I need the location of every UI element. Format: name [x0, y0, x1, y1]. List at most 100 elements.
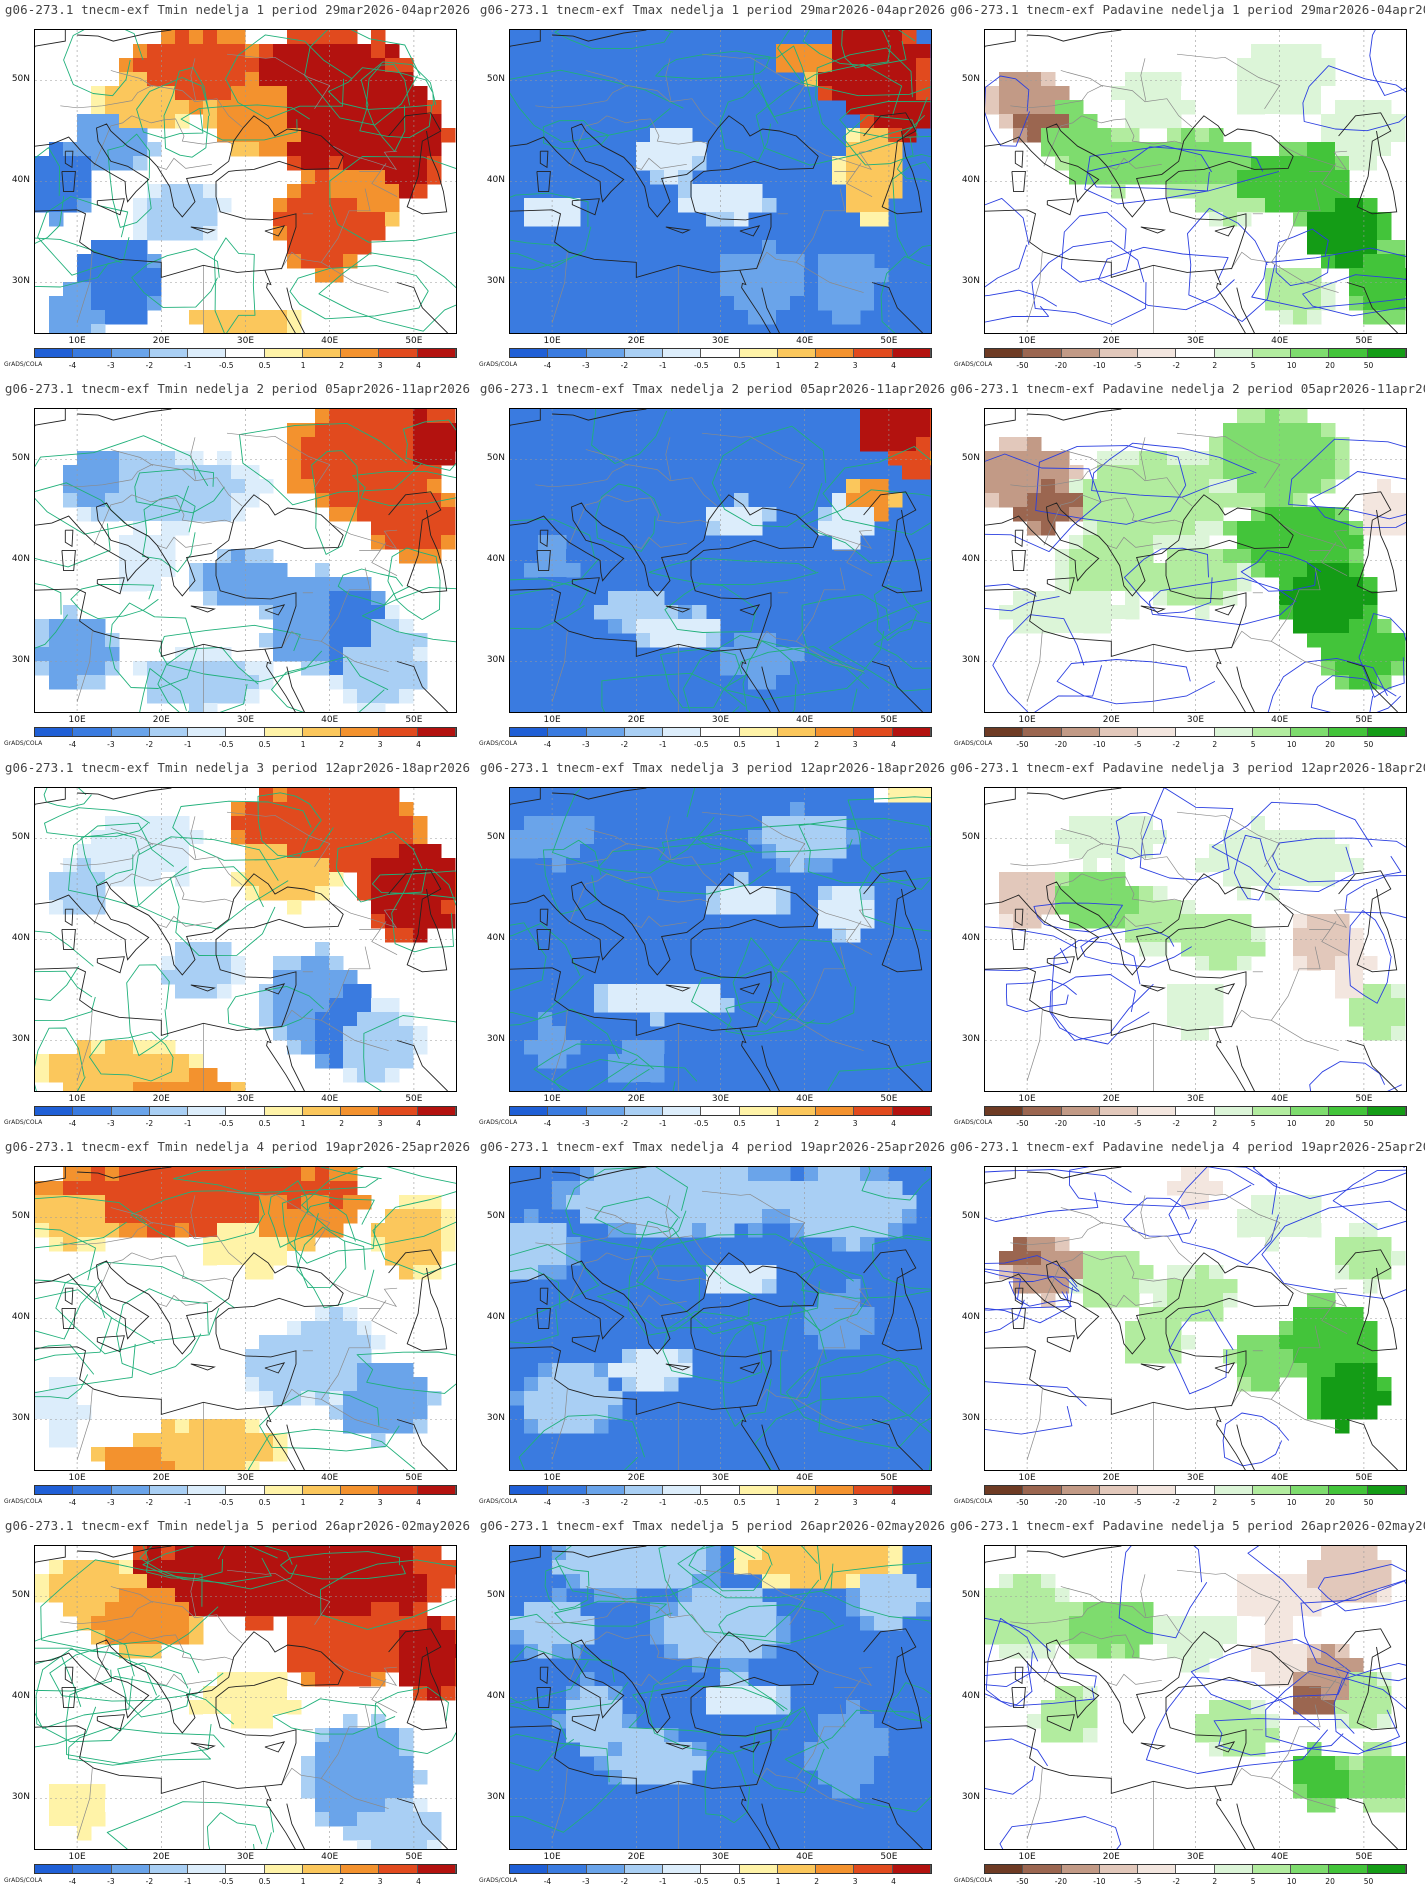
field-cell	[329, 1630, 344, 1645]
field-cell	[259, 675, 274, 690]
field-cell	[315, 30, 330, 45]
map-panel: g06-273.1 tnecm-exf Tmin nedelja 5 perio…	[0, 1516, 475, 1895]
field-cell	[203, 1686, 218, 1701]
colorbar-swatch	[188, 728, 227, 736]
field-cell	[413, 1237, 428, 1252]
field-cell	[329, 409, 344, 424]
field-cell	[1251, 465, 1266, 480]
field-cell	[357, 184, 372, 199]
field-cell	[1335, 1546, 1350, 1561]
field-cell	[1223, 872, 1238, 887]
field-cell	[315, 1167, 330, 1182]
field-cell	[1069, 886, 1084, 901]
field-cell	[273, 1602, 288, 1617]
colorbar-label: 4	[416, 1877, 421, 1886]
contour-line	[55, 1261, 236, 1355]
field-cell	[1293, 212, 1308, 227]
field-cell	[203, 1812, 218, 1827]
field-cell	[762, 886, 777, 901]
colorbar-label: -1	[184, 740, 192, 749]
contour-line	[847, 796, 931, 890]
field-cell	[133, 577, 148, 592]
field-cell	[1307, 549, 1322, 564]
field-cell	[1195, 1307, 1210, 1322]
field-cell	[287, 1167, 302, 1182]
field-cell	[734, 1546, 749, 1561]
field-cell	[357, 198, 372, 213]
latitude-label: 50N	[486, 452, 505, 463]
field-cell	[315, 788, 330, 803]
field-cell	[650, 1728, 665, 1743]
colorbar-swatch	[586, 1107, 625, 1115]
field-cell	[1349, 1377, 1364, 1392]
field-cell	[888, 451, 903, 466]
field-cell	[91, 72, 106, 87]
field-cell	[888, 114, 903, 129]
field-cell	[413, 844, 428, 859]
coastline	[1214, 983, 1236, 995]
contour-line	[248, 1428, 416, 1470]
field-cell	[329, 1574, 344, 1589]
field-cell	[790, 268, 805, 283]
field-cell	[77, 872, 92, 887]
field-cell	[231, 549, 246, 564]
country-border	[1081, 873, 1184, 903]
field-cell	[1293, 1574, 1308, 1589]
field-cell	[999, 114, 1014, 129]
field-cell	[552, 1223, 567, 1238]
field-cell	[371, 128, 386, 143]
field-cell	[329, 1405, 344, 1420]
country-border	[76, 1389, 93, 1461]
field-cell	[1363, 1335, 1378, 1350]
field-cell	[329, 1742, 344, 1757]
field-cell	[147, 142, 162, 157]
field-cell	[804, 1223, 819, 1238]
field-cell	[552, 1363, 567, 1378]
field-cell	[287, 1195, 302, 1210]
field-cell	[1377, 633, 1392, 648]
colorbar-swatch	[226, 349, 265, 357]
field-cell	[636, 240, 651, 255]
contour-line	[35, 435, 209, 535]
field-cell	[301, 128, 316, 143]
field-cell	[1125, 1265, 1140, 1280]
field-cell	[1055, 142, 1070, 157]
field-cell	[1153, 493, 1168, 508]
field-cell	[650, 268, 665, 283]
colorbar-label: 50	[1363, 361, 1374, 370]
coastline	[863, 112, 923, 215]
country-border	[93, 115, 133, 167]
field-cell	[343, 1728, 358, 1743]
field-cell	[1377, 661, 1392, 676]
field-cell	[413, 549, 428, 564]
field-cell	[343, 128, 358, 143]
field-cell	[1265, 493, 1280, 508]
field-cell	[1237, 844, 1252, 859]
coastline	[571, 577, 600, 595]
field-cell	[63, 156, 78, 171]
field-cell	[888, 142, 903, 157]
field-cell	[706, 1560, 721, 1575]
field-cell	[832, 86, 847, 101]
colorbar-swatch	[302, 1865, 342, 1873]
field-cell	[343, 802, 358, 817]
field-cell	[399, 1405, 414, 1420]
field-cell	[762, 1700, 777, 1715]
field-cell	[860, 437, 875, 452]
field-cell	[287, 591, 302, 606]
field-cell	[1307, 577, 1322, 592]
colorbar-swatch	[341, 728, 380, 736]
field-cell	[77, 1602, 92, 1617]
field-cell	[1293, 437, 1308, 452]
field-cell	[357, 1012, 372, 1027]
field-cell	[1055, 872, 1070, 887]
colorbar-label: -4	[68, 361, 77, 370]
field-cell	[231, 1672, 246, 1687]
field-cell	[762, 844, 777, 859]
field-cell	[259, 1181, 274, 1196]
contour-line	[510, 1733, 621, 1833]
field-cell	[385, 1419, 400, 1434]
coastline	[536, 170, 551, 193]
colorbar	[34, 348, 457, 358]
field-cell	[133, 282, 148, 297]
